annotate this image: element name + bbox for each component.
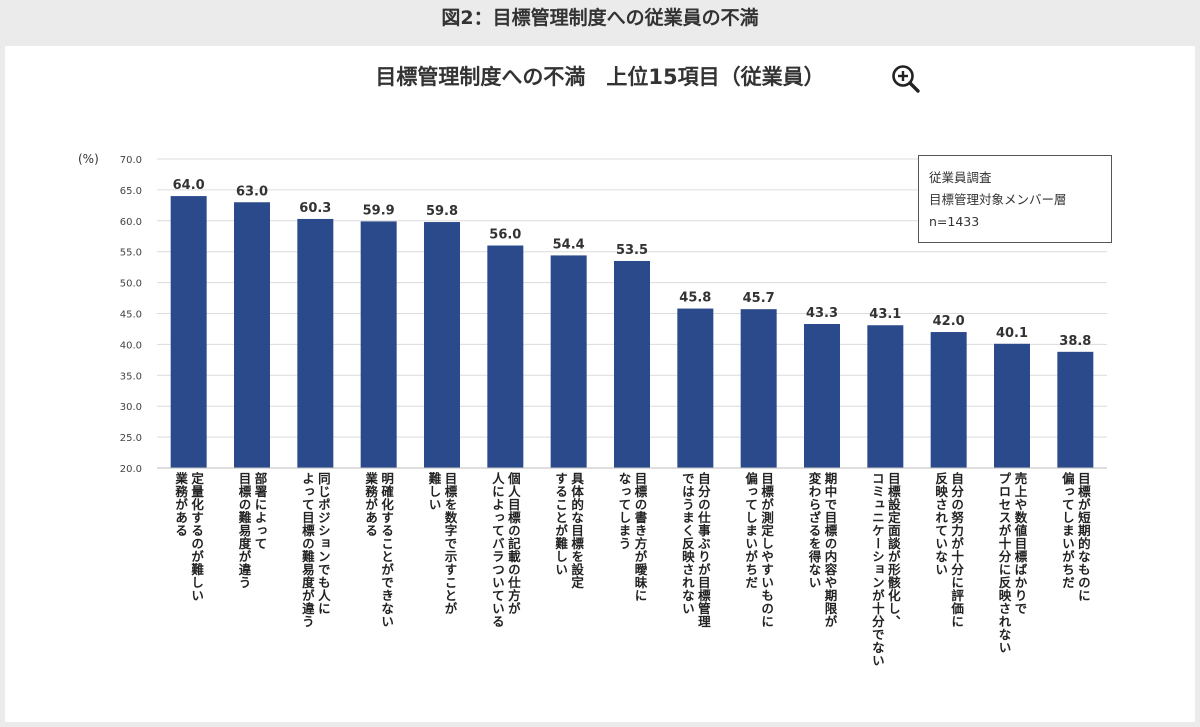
category-label-line: なってしまう bbox=[616, 472, 632, 550]
category-label-line: コミュニケーションが十分でない bbox=[869, 472, 885, 667]
category-label: 部署によって 目標の難易度が違う bbox=[232, 472, 272, 722]
survey-note: 従業員調査 目標管理対象メンバー層 n=1433 bbox=[918, 155, 1112, 243]
y-tick-label: 55.0 bbox=[120, 248, 142, 259]
bar bbox=[234, 202, 270, 468]
bar-value-label: 54.4 bbox=[553, 237, 585, 252]
category-label: 自分の仕事ぶりが目標管理 ではうまく反映されない bbox=[675, 472, 715, 722]
bar-value-label: 59.9 bbox=[363, 203, 395, 218]
bar-value-label: 43.3 bbox=[806, 306, 838, 321]
bar-value-label: 53.5 bbox=[616, 243, 648, 258]
bar bbox=[930, 332, 967, 468]
bar-value-label: 64.0 bbox=[173, 178, 205, 193]
category-label-line: 反映されていない bbox=[933, 472, 949, 576]
y-tick-label: 40.0 bbox=[120, 340, 142, 351]
category-label-line: 明確化することができない bbox=[379, 472, 395, 628]
chart-panel: 目標管理制度への不満 上位15項目（従業員） (%) 20.0 25.0 30.0 35… bbox=[5, 46, 1195, 722]
bar bbox=[804, 324, 840, 468]
category-label-line: 売上や数値目標ばかりで bbox=[1012, 472, 1028, 615]
category-label-line: 部署によって bbox=[252, 472, 268, 550]
zoom-in-icon[interactable] bbox=[889, 62, 923, 96]
y-unit-label: (%) bbox=[78, 152, 99, 166]
note-line: 従業員調査 bbox=[929, 170, 992, 185]
category-label: 目標が測定しやすいものに 偏ってしまいがちだ bbox=[739, 472, 779, 722]
y-tick-label: 50.0 bbox=[120, 279, 142, 290]
bar bbox=[424, 222, 460, 468]
category-label: 具体的な目標を設定 することが難しい bbox=[549, 472, 589, 722]
bar-value-label: 60.3 bbox=[299, 201, 331, 216]
category-label: 目標設定面談が形骸化し、 コミュニケーションが十分でない bbox=[865, 472, 905, 722]
bar bbox=[360, 221, 397, 468]
category-label: 明確化することができない 業務がある bbox=[359, 472, 399, 722]
category-label: 目標が短期的なものに 偏ってしまいがちだ bbox=[1055, 472, 1095, 722]
category-label-line: 定量化するのが難しい bbox=[189, 472, 205, 602]
y-tick-label: 60.0 bbox=[120, 217, 142, 228]
category-label-line: 目標の書き方が曖昧に bbox=[632, 472, 648, 602]
chart-title: 目標管理制度への不満 上位15項目（従業員） bbox=[375, 65, 825, 89]
bar bbox=[1057, 351, 1094, 468]
bar bbox=[170, 196, 207, 468]
category-label-line: 目標の難易度が違う bbox=[236, 472, 252, 589]
category-label-line: 目標設定面談が形骸化し、 bbox=[885, 472, 901, 628]
y-tick-label: 30.0 bbox=[120, 402, 142, 413]
bar bbox=[867, 325, 904, 468]
figure-caption: 図2：目標管理制度への従業員の不満 bbox=[441, 7, 759, 29]
y-tick-label: 65.0 bbox=[120, 186, 142, 197]
bar-chart: (%) 20.0 25.0 30.0 35.0 40.0 45.0 50.0 55.0 60.0 6… bbox=[78, 152, 1107, 475]
category-label: 期中で目標の内容や期限が 変わらざるを得ない bbox=[802, 472, 842, 722]
category-label-line: 難しい bbox=[426, 472, 442, 511]
bar-value-label: 56.0 bbox=[489, 228, 521, 243]
category-label-line: 変わらざるを得ない bbox=[806, 472, 822, 589]
category-label-line: 偏ってしまいがちだ bbox=[743, 472, 759, 589]
category-label-line: プロセスが十分に反映されない bbox=[996, 472, 1012, 654]
y-tick-label: 25.0 bbox=[120, 433, 142, 444]
category-label-line: 業務がある bbox=[363, 472, 379, 537]
category-label-line: 偏ってしまいがちだ bbox=[1059, 472, 1075, 589]
category-label: 個人目標の記載の仕方が 人によってバラついている bbox=[485, 472, 525, 722]
category-label: 目標の書き方が曖昧に なってしまう bbox=[612, 472, 652, 722]
category-label: 売上や数値目標ばかりで プロセスが十分に反映されない bbox=[992, 472, 1032, 722]
bar-value-label: 45.7 bbox=[743, 291, 775, 306]
category-label-line: 同じポジションでも人に bbox=[315, 472, 331, 615]
bar-value-label: 38.8 bbox=[1059, 334, 1091, 349]
bar bbox=[487, 245, 524, 468]
category-label-line: 自分の努力が十分に評価に bbox=[949, 472, 965, 628]
category-label-line: 期中で目標の内容や期限が bbox=[822, 472, 838, 628]
bar bbox=[740, 309, 777, 468]
y-tick-label: 35.0 bbox=[120, 371, 142, 382]
bar-value-label: 59.8 bbox=[426, 204, 458, 219]
category-label-line: 目標を数字で示すことが bbox=[442, 472, 458, 615]
y-tick-label: 70.0 bbox=[120, 155, 142, 166]
category-label-line: 人によってバラついている bbox=[489, 472, 505, 628]
category-label-line: 自分の仕事ぶりが目標管理 bbox=[695, 472, 711, 628]
y-tick-label: 20.0 bbox=[120, 464, 142, 475]
category-label-line: 業務がある bbox=[173, 472, 189, 537]
bar bbox=[994, 343, 1030, 468]
category-label-line: よって目標の難易度が違う bbox=[299, 472, 315, 628]
category-label: 自分の努力が十分に評価に 反映されていない bbox=[929, 472, 969, 722]
bar bbox=[614, 260, 650, 468]
category-label: 同じポジションでも人に よって目標の難易度が違う bbox=[295, 472, 335, 722]
category-label: 目標を数字で示すことが 難しい bbox=[422, 472, 462, 722]
bar bbox=[550, 255, 587, 468]
category-label-line: 個人目標の記載の仕方が bbox=[505, 472, 521, 615]
category-label-line: 具体的な目標を設定 bbox=[569, 472, 585, 589]
category-label: 定量化するのが難しい 業務がある bbox=[169, 472, 209, 722]
category-label-line: 目標が短期的なものに bbox=[1075, 472, 1091, 602]
category-label-line: ではうまく反映されない bbox=[679, 472, 695, 615]
category-label-line: 目標が測定しやすいものに bbox=[759, 472, 775, 628]
bar-value-label: 43.1 bbox=[869, 307, 901, 322]
y-tick-label: 45.0 bbox=[120, 310, 142, 321]
bar bbox=[677, 308, 714, 468]
bar-value-label: 63.0 bbox=[236, 184, 268, 199]
note-line: 目標管理対象メンバー層 bbox=[929, 192, 1067, 207]
bar-value-label: 40.1 bbox=[996, 326, 1028, 341]
note-line: n=1433 bbox=[929, 214, 980, 229]
bar-value-label: 42.0 bbox=[933, 314, 965, 329]
bar bbox=[297, 218, 334, 468]
bar-value-label: 45.8 bbox=[679, 291, 711, 306]
category-label-line: することが難しい bbox=[553, 472, 569, 576]
